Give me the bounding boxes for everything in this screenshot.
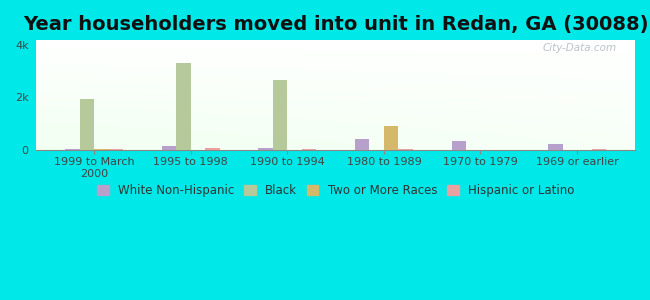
Bar: [273, 80, 287, 150]
Bar: [398, 149, 413, 150]
Bar: [205, 148, 220, 150]
Bar: [452, 141, 466, 150]
Text: City-Data.com: City-Data.com: [543, 43, 617, 53]
Bar: [355, 139, 369, 150]
Bar: [94, 148, 109, 150]
Bar: [548, 144, 562, 150]
Title: Year householders moved into unit in Redan, GA (30088): Year householders moved into unit in Red…: [23, 15, 649, 34]
Bar: [302, 149, 317, 150]
Bar: [65, 149, 80, 150]
Bar: [259, 148, 273, 150]
Bar: [592, 149, 606, 150]
Bar: [384, 126, 398, 150]
Bar: [80, 99, 94, 150]
Bar: [162, 146, 176, 150]
Legend: White Non-Hispanic, Black, Two or More Races, Hispanic or Latino: White Non-Hispanic, Black, Two or More R…: [97, 184, 575, 197]
Bar: [176, 63, 191, 150]
Bar: [109, 149, 124, 150]
